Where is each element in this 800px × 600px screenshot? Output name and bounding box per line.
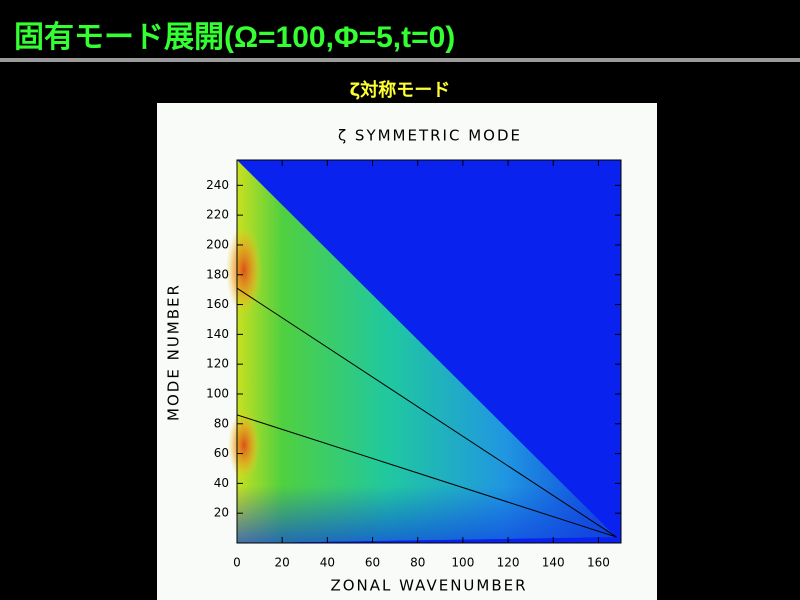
heatmap-shade xyxy=(237,160,616,543)
y-tick-label: 140 xyxy=(206,327,229,341)
x-tick-label: 160 xyxy=(587,556,610,570)
x-tick-label: 140 xyxy=(542,556,565,570)
y-tick-label: 60 xyxy=(214,446,229,460)
x-tick-label: 40 xyxy=(320,556,335,570)
x-tick-label: 0 xyxy=(233,556,241,570)
y-tick-label: 120 xyxy=(206,357,229,371)
x-axis-label: ZONAL WAVENUMBER xyxy=(330,577,527,595)
x-tick-label: 100 xyxy=(451,556,474,570)
data-line xyxy=(236,287,617,538)
y-axis-label: MODE NUMBER xyxy=(165,283,183,421)
chart-title: ζ SYMMETRIC MODE xyxy=(338,127,522,145)
y-tick-label: 200 xyxy=(206,237,229,251)
slide-title: 固有モード展開(Ω=100,Φ=5,t=0) xyxy=(14,21,456,54)
y-tick-label: 20 xyxy=(214,506,229,520)
y-tick-label: 240 xyxy=(206,178,229,192)
y-tick-label: 180 xyxy=(206,267,229,281)
y-tick-label: 100 xyxy=(206,386,229,400)
x-tick-label: 20 xyxy=(275,556,290,570)
y-tick-label: 80 xyxy=(214,416,229,430)
x-tick-label: 60 xyxy=(365,556,380,570)
title-rule xyxy=(0,58,800,62)
y-tick-label: 220 xyxy=(206,208,229,222)
y-tick-label: 160 xyxy=(206,297,229,311)
y-tick-label: 40 xyxy=(214,476,229,490)
x-tick-label: 80 xyxy=(410,556,425,570)
plot-frame xyxy=(236,159,622,544)
data-line xyxy=(236,414,617,538)
slide-subtitle: ζ対称モード xyxy=(349,80,451,101)
x-tick-label: 120 xyxy=(497,556,520,570)
